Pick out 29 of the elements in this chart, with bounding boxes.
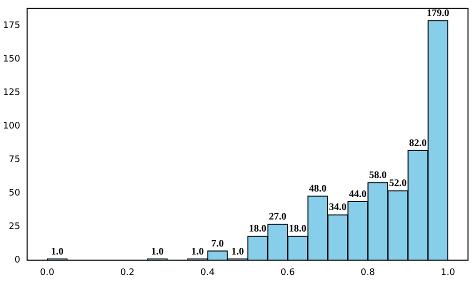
data-label: 18.0 (288, 224, 306, 235)
data-label: 18.0 (248, 224, 266, 235)
data-label: 44.0 (349, 188, 367, 200)
data-label: 179.0 (426, 8, 450, 20)
data-label: 52.0 (389, 178, 407, 190)
data-label: 1.0 (50, 246, 64, 258)
y-tick-label: 150 (2, 54, 20, 65)
data-label: 1.0 (191, 246, 204, 258)
x-tick-label: 0.8 (360, 268, 376, 278)
data-label: 48.0 (308, 183, 326, 194)
data-label: 82.0 (409, 138, 427, 149)
data-label: 1.0 (231, 246, 244, 258)
x-tick-label: 0.0 (40, 268, 55, 278)
y-tick-label: 75 (8, 155, 20, 166)
data-label: 27.0 (268, 212, 286, 223)
y-tick-label: 50 (8, 188, 20, 199)
y-tick-label: 25 (8, 222, 20, 232)
x-tick-label: 0.2 (120, 268, 135, 278)
y-tick-label: 0 (14, 256, 20, 266)
y-tick-label: 175 (2, 21, 20, 32)
data-label: 34.0 (329, 202, 347, 214)
data-label: 1.0 (151, 246, 164, 258)
data-label: 58.0 (369, 170, 387, 182)
data-label: 7.0 (211, 238, 224, 250)
x-tick-label: 0.6 (280, 268, 296, 278)
y-tick-label: 125 (2, 88, 20, 98)
x-tick-label: 0.4 (200, 268, 215, 278)
x-tick-label: 1.0 (440, 268, 456, 278)
y-tick-label: 100 (2, 122, 20, 132)
